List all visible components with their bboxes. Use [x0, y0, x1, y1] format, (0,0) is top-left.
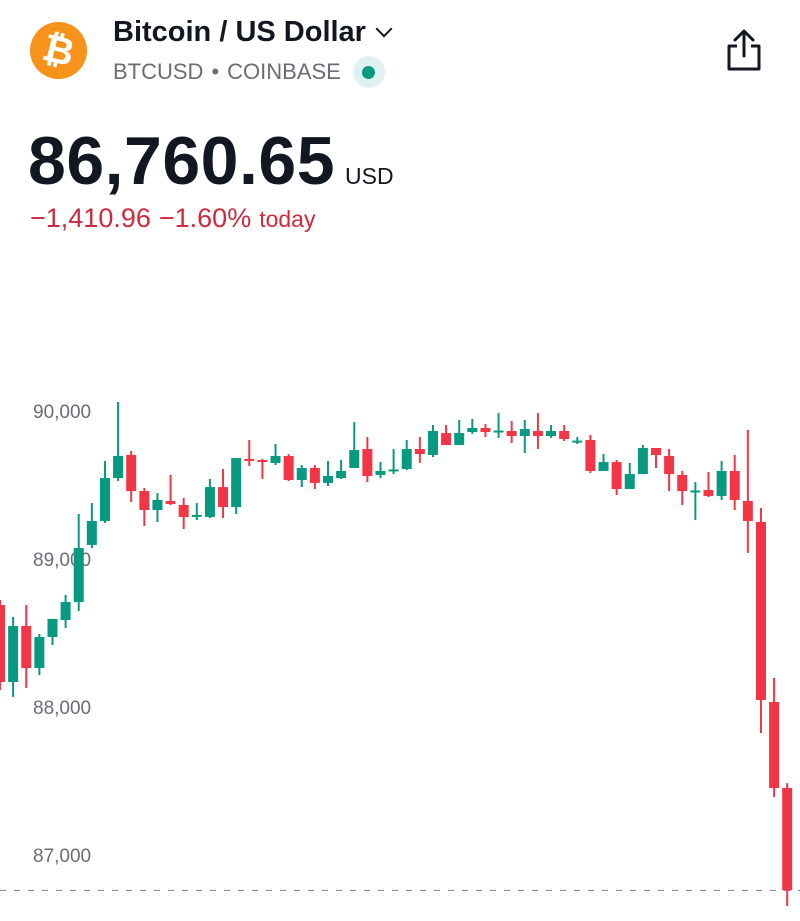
- y-tick-label: 90,000: [33, 402, 91, 423]
- candle-up: [336, 470, 347, 479]
- candle-down: [257, 459, 268, 462]
- candle-down: [283, 455, 294, 480]
- symbol-title-dropdown[interactable]: Bitcoin / US Dollar: [113, 16, 393, 49]
- candle-down: [178, 504, 189, 517]
- candle-up: [454, 433, 465, 446]
- candle-down: [585, 440, 596, 471]
- chevron-down-icon: [375, 20, 393, 37]
- bitcoin-symbol: ₿: [38, 24, 79, 76]
- candle-up: [637, 448, 648, 475]
- symbol-title: Bitcoin / US Dollar: [113, 16, 366, 48]
- y-tick-label: 88,000: [33, 698, 91, 719]
- candle-down: [244, 458, 255, 461]
- candle-up: [519, 429, 530, 437]
- candle-down: [414, 449, 425, 455]
- candle-up: [113, 455, 124, 479]
- price-currency: USD: [345, 163, 394, 189]
- candle-up: [270, 455, 281, 463]
- candle-up: [73, 548, 84, 603]
- candle-down: [441, 433, 452, 446]
- candle-down: [0, 605, 5, 682]
- candle-up: [349, 450, 360, 468]
- exchange: COINBASE: [227, 59, 341, 84]
- candle-down: [703, 490, 714, 496]
- candle-down: [651, 448, 661, 455]
- candle-down: [21, 626, 32, 669]
- candle-down: [506, 430, 517, 437]
- candle-down: [664, 455, 675, 475]
- daily-change: −1,410.96 −1.60% today: [30, 203, 315, 234]
- candle-down: [755, 522, 766, 701]
- candle-up: [467, 428, 478, 433]
- candle-up: [86, 520, 97, 545]
- ticker: BTCUSD: [113, 59, 204, 84]
- candle-up: [296, 467, 307, 480]
- candle-up: [152, 499, 163, 511]
- candle-down: [677, 474, 688, 492]
- candle-up: [47, 618, 58, 637]
- candle-down: [362, 449, 373, 476]
- candle-up: [401, 449, 412, 470]
- candle-up: [191, 514, 202, 517]
- price-value: 86,760.65: [28, 123, 336, 199]
- candle-down: [729, 470, 740, 500]
- candle-up: [60, 602, 71, 620]
- candle-up: [323, 475, 333, 483]
- candle-up: [99, 478, 110, 521]
- share-icon[interactable]: [724, 28, 764, 72]
- candle-up: [34, 636, 45, 669]
- candle-down: [742, 500, 753, 521]
- candle-up: [624, 474, 635, 489]
- candle-down: [769, 701, 780, 788]
- candle-up: [8, 626, 19, 682]
- candle-up: [716, 470, 727, 496]
- candle-down: [559, 430, 570, 439]
- candle-down: [218, 487, 229, 508]
- candle-down: [611, 462, 622, 489]
- candle-up: [427, 430, 438, 455]
- candle-up: [375, 470, 386, 475]
- candle-up: [598, 462, 609, 471]
- candle-up: [204, 487, 215, 517]
- candle-down: [309, 467, 320, 483]
- change-value: −1,410.96: [30, 203, 151, 233]
- candle-down: [165, 500, 176, 504]
- candle-up: [546, 430, 557, 437]
- y-tick-label: 87,000: [33, 846, 91, 867]
- symbol-subtitle: BTCUSD • COINBASE: [113, 56, 385, 88]
- candle-down: [782, 787, 793, 891]
- bitcoin-logo-icon: ₿: [30, 22, 87, 79]
- separator: •: [211, 59, 220, 84]
- candle-down: [532, 430, 543, 437]
- candle-up: [231, 458, 242, 508]
- candle-up: [690, 490, 701, 493]
- market-open-status-icon: [352, 56, 385, 88]
- candle-down: [139, 491, 150, 511]
- candle-up: [572, 440, 583, 443]
- change-percent: −1.60%: [158, 203, 252, 233]
- candle-up: [493, 430, 504, 433]
- candle-down: [480, 428, 491, 433]
- candle-down: [126, 454, 137, 492]
- candle-up: [388, 469, 399, 472]
- last-price: 86,760.65 USD: [28, 122, 394, 200]
- change-period: today: [259, 206, 316, 232]
